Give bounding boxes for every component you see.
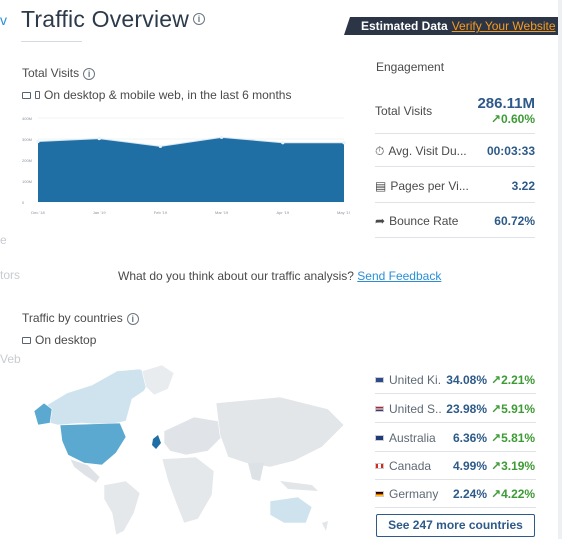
chart-y-tick-label: 400M: [22, 116, 32, 121]
desktop-icon: [22, 91, 31, 99]
pages-per-visit-value: 3.22: [511, 179, 535, 193]
map-canada: [41, 368, 153, 426]
pages-icon: ▤: [375, 179, 387, 193]
bounce-arrow-icon: ➦: [375, 214, 386, 228]
engagement-title: Engagement: [376, 60, 445, 74]
chart-point: [220, 135, 224, 139]
map-greenland: [141, 364, 175, 396]
chart-y-tick-label: 0: [22, 200, 25, 205]
trend-up-icon: ↗: [491, 401, 502, 416]
sidebar-fragment-3[interactable]: tors: [0, 268, 21, 282]
chart-x-tick-label: May '19: [337, 210, 350, 215]
chart-point: [158, 144, 162, 148]
flag-uk-icon: [375, 376, 384, 383]
map-europe: [163, 416, 223, 456]
stopwatch-icon: ⏱: [375, 143, 385, 158]
page-title: Traffic Overview i: [21, 6, 206, 33]
chart-point: [342, 141, 346, 145]
country-row[interactable]: United S... 23.98% ↗5.91%: [375, 395, 536, 423]
feedback-prompt: What do you think about our traffic anal…: [118, 269, 442, 283]
chart-area-series: [38, 137, 344, 202]
info-icon[interactable]: i: [193, 12, 206, 25]
chart-point: [97, 136, 101, 141]
total-visits-value: 286.11M: [477, 94, 535, 112]
map-indonesia: [280, 481, 318, 491]
bounce-rate-value: 60.72%: [494, 214, 535, 228]
trend-up-icon: ↗: [491, 486, 502, 501]
map-south-america: [103, 480, 141, 536]
flag-australia-icon: [375, 434, 384, 441]
chart-x-tick-label: Jan '19: [93, 210, 107, 215]
chart-x-tick-label: Mar '19: [215, 210, 229, 215]
flag-canada-icon: [375, 462, 384, 469]
send-feedback-link[interactable]: Send Feedback: [357, 269, 442, 283]
map-uk: [152, 435, 161, 449]
flag-germany-icon: [375, 490, 384, 497]
traffic-by-countries-heading: Traffic by countries i: [22, 311, 139, 325]
engagement-total-visits-label: Total Visits: [375, 103, 433, 118]
sidebar-fragment-2[interactable]: e: [0, 233, 7, 247]
total-visits-heading: Total Visits i: [22, 66, 96, 80]
total-visits-change: ↗0.60%: [490, 111, 535, 126]
trend-up-icon: ↗: [491, 372, 502, 387]
mobile-icon: [35, 91, 40, 99]
chart-y-tick-label: 100M: [22, 179, 32, 184]
chart-point: [36, 139, 40, 144]
country-row[interactable]: Germany 2.24% ↗4.22%: [375, 480, 536, 508]
flag-us-icon: [375, 405, 384, 412]
country-row[interactable]: Australia 6.36% ↗5.81%: [375, 424, 536, 452]
map-alaska: [33, 402, 53, 426]
chart-y-tick-label: 300M: [22, 137, 32, 142]
trend-up-icon: ↗: [491, 430, 502, 445]
map-new-zealand: [322, 521, 328, 531]
map-mexico: [69, 458, 101, 484]
map-india: [248, 463, 264, 481]
world-map[interactable]: [22, 363, 362, 539]
trend-up-icon: ↗: [490, 111, 501, 126]
chart-point: [281, 141, 285, 145]
country-row[interactable]: United Ki... 34.08% ↗2.21%: [375, 366, 536, 394]
map-asia: [215, 396, 345, 468]
engagement-row-pages-per-visit: ▤ Pages per Vi... 3.22: [375, 170, 535, 203]
chart-x-tick-label: Apr '19: [277, 210, 290, 215]
see-more-countries-button[interactable]: See 247 more countries: [376, 514, 535, 537]
verify-website-link[interactable]: Verify Your Website: [451, 19, 556, 33]
estimated-data-label: Estimated Data: [361, 19, 448, 33]
map-australia: [269, 496, 313, 524]
map-africa: [161, 456, 215, 524]
desktop-icon: [22, 336, 31, 344]
title-divider: [21, 41, 82, 42]
chart-x-tick-label: Dec '18: [31, 210, 45, 215]
countries-subtitle: On desktop: [22, 333, 96, 347]
map-usa: [59, 422, 127, 466]
info-icon[interactable]: i: [126, 312, 139, 325]
visit-duration-value: 00:03:33: [486, 144, 535, 158]
trend-up-icon: ↗: [491, 458, 502, 473]
engagement-row-visit-duration: ⏱ Avg. Visit Du... 00:03:33: [375, 136, 535, 167]
estimated-data-banner: Estimated Data Verify Your Website: [344, 17, 558, 35]
sidebar-fragment-4[interactable]: Veb: [0, 352, 21, 366]
country-row[interactable]: Canada 4.99% ↗3.19%: [375, 452, 536, 480]
info-icon[interactable]: i: [83, 67, 96, 80]
total-visits-subtitle: On desktop & mobile web, in the last 6 m…: [22, 88, 291, 102]
chart-y-tick-label: 200M: [22, 158, 32, 163]
engagement-row-bounce-rate: ➦ Bounce Rate 60.72%: [375, 205, 535, 238]
chart-x-tick-label: Feb '19: [154, 210, 168, 215]
engagement-total-visits: Total Visits 286.11M ↗0.60%: [375, 88, 535, 134]
total-visits-chart[interactable]: 400M 300M 200M 100M 0 Dec '18 Jan '19 Feb '19 Ma…: [20, 112, 350, 220]
scroll-gutter: [558, 0, 562, 539]
chart-line-series: [37, 136, 344, 147]
sidebar-fragment-1[interactable]: v: [0, 12, 7, 28]
